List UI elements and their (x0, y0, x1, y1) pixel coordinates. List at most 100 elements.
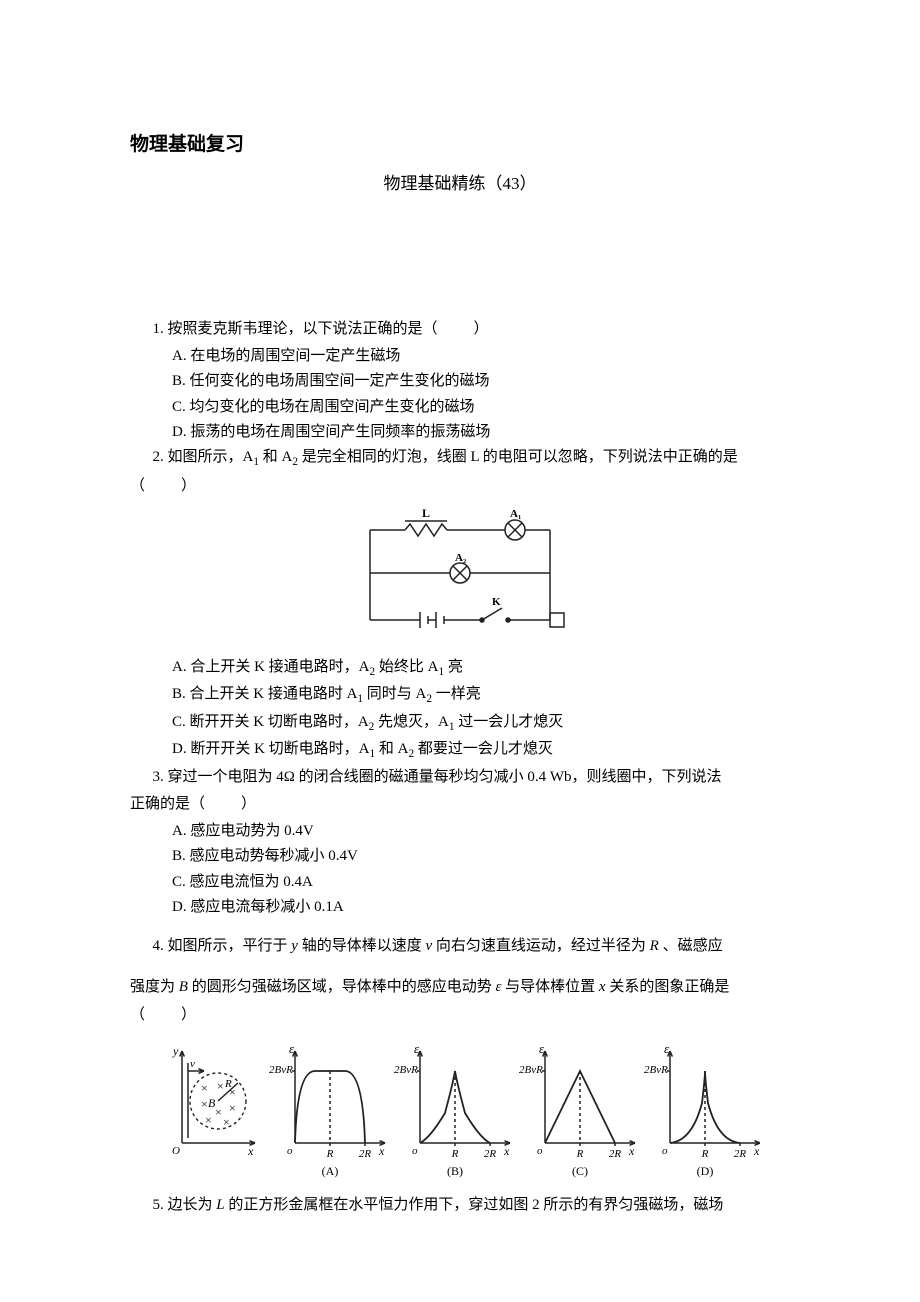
svg-text:y: y (172, 1044, 179, 1058)
svg-text:x: x (753, 1144, 760, 1158)
svg-text:ε: ε (664, 1041, 670, 1056)
document-page: 物理基础复习 物理基础精练（43） 1. 按照麦克斯韦理论，以下说法正确的是（ ）… (0, 0, 920, 1261)
q2-stem-l2-a: （ (130, 478, 145, 494)
svg-text:o: o (412, 1145, 418, 1157)
q4-l2b: 的圆形匀强磁场区域，导体棒中的感应电动势 (188, 979, 496, 995)
svg-text:ε: ε (414, 1041, 420, 1056)
svg-text:o: o (537, 1145, 543, 1157)
svg-text:K: K (492, 596, 501, 608)
q5-stem: 5. 边长为 L 的正方形金属框在水平恒力作用下，穿过如图 2 所示的有界匀强磁… (130, 1194, 790, 1217)
svg-text:×: × (229, 1085, 236, 1099)
q4-figure: yxOR××××××××BvεxoR2R2BvR(A)εxoR2R2BvR(B)… (130, 1033, 790, 1186)
svg-text:R: R (326, 1148, 334, 1160)
q1-stem-pre: 1. 按照麦克斯韦理论，以下说法正确的是（ (153, 321, 438, 337)
svg-text:×: × (215, 1105, 222, 1119)
q2d-pre: D. 断开开关 K 切断电路时，A (172, 741, 370, 757)
q4-var-x: x (599, 979, 606, 995)
q2a-mid: 始终比 A (375, 659, 438, 675)
q1-option-c: C. 均匀变化的电场在周围空间产生变化的磁场 (172, 396, 790, 419)
q2a-post: 亮 (444, 659, 463, 675)
q2-option-a: A. 合上开关 K 接通电路时，A2 始终比 A1 亮 (172, 656, 790, 681)
q5-b: 的正方形金属框在水平恒力作用下，穿过如图 2 所示的有界匀强磁场，磁场 (225, 1197, 724, 1213)
q4-l2d: 关系的图象正确是 (606, 979, 730, 995)
q2c-pre: C. 断开开关 K 切断电路时，A (172, 714, 369, 730)
q1-option-d: D. 振荡的电场在周围空间产生同频率的振荡磁场 (172, 421, 790, 444)
q2-stem-line1: 2. 如图所示，A1 和 A2 是完全相同的灯泡，线圈 L 的电阻可以忽略，下列… (130, 446, 790, 471)
q1-option-b: B. 任何变化的电场周围空间一定产生变化的磁场 (172, 370, 790, 393)
q3-stem-line2: 正确的是（ ） (130, 793, 790, 816)
page-subtitle: 物理基础精练（43） (130, 171, 790, 197)
svg-text:x: x (503, 1144, 510, 1158)
q2-option-c: C. 断开开关 K 切断电路时，A2 先熄灭，A1 过一会儿才熄灭 (172, 711, 790, 736)
q4-l1d: 、磁感应 (659, 938, 723, 954)
q4-l1a: 4. 如图所示，平行于 (153, 938, 292, 954)
q2-stem-l1-c: 是完全相同的灯泡，线圈 L 的电阻可以忽略，下列说法中正确的是 (298, 449, 738, 465)
q2-blank (145, 478, 181, 494)
page-header-title: 物理基础复习 (130, 130, 790, 159)
svg-text:v: v (190, 1058, 195, 1070)
svg-text:(C): (C) (572, 1164, 588, 1178)
svg-text:2BvR: 2BvR (269, 1064, 293, 1076)
q5-a: 5. 边长为 (153, 1197, 217, 1213)
svg-text:A₂: A₂ (455, 552, 467, 564)
svg-text:×: × (223, 1115, 230, 1129)
svg-text:2BvR: 2BvR (394, 1064, 418, 1076)
svg-text:o: o (287, 1145, 293, 1157)
svg-text:(D): (D) (697, 1164, 714, 1178)
q2c-post: 过一会儿才熄灭 (455, 714, 564, 730)
svg-text:(A): (A) (322, 1164, 339, 1178)
q1-option-a: A. 在电场的周围空间一定产生磁场 (172, 345, 790, 368)
q4-var-r1: R (650, 938, 659, 954)
q3-stem-l2-b: ） (241, 796, 256, 812)
q4-l2a: 强度为 (130, 979, 179, 995)
q1-stem-post: ） (474, 321, 489, 337)
svg-text:ε: ε (539, 1041, 545, 1056)
svg-text:2R: 2R (484, 1148, 497, 1160)
q3-stem-line1: 3. 穿过一个电阻为 4Ω 的闭合线圈的磁通量每秒均匀减小 0.4 Wb，则线圈… (130, 766, 790, 789)
q2-stem-line2: （） (130, 475, 790, 498)
svg-text:x: x (247, 1144, 254, 1158)
q3-option-d: D. 感应电流每秒减小 0.1A (172, 896, 790, 919)
svg-text:B: B (208, 1096, 216, 1110)
svg-text:2R: 2R (359, 1148, 372, 1160)
q4-stem-line2: 强度为 B 的圆形匀强磁场区域，导体棒中的感应电动势 ε 与导体棒位置 x 关系… (130, 976, 790, 999)
q2c-mid: 先熄灭，A (374, 714, 449, 730)
q3-option-c: C. 感应电流恒为 0.4A (172, 871, 790, 894)
svg-text:2BvR: 2BvR (519, 1064, 543, 1076)
q2-stem-l1-b: 和 A (259, 449, 292, 465)
q4-stem-line1: 4. 如图所示，平行于 y 轴的导体棒以速度 v 向右匀速直线运动，经过半径为 … (130, 935, 790, 958)
svg-text:x: x (628, 1144, 635, 1158)
svg-text:A₁: A₁ (510, 508, 521, 520)
q3-stem-l2-a: 正确的是（ (130, 796, 205, 812)
q4-stem-line3: （） (130, 1004, 790, 1027)
svg-text:o: o (662, 1145, 668, 1157)
svg-text:R: R (701, 1148, 709, 1160)
svg-text:×: × (217, 1079, 224, 1093)
q4-l1c: 向右匀速直线运动，经过半径为 (432, 938, 650, 954)
svg-text:×: × (229, 1101, 236, 1115)
svg-text:L: L (422, 506, 430, 520)
q4-l1b: 轴的导体棒以速度 (298, 938, 426, 954)
q3-option-a: A. 感应电动势为 0.4V (172, 820, 790, 843)
svg-text:×: × (201, 1097, 208, 1111)
q2a-pre: A. 合上开关 K 接通电路时，A (172, 659, 370, 675)
svg-text:x: x (378, 1144, 385, 1158)
svg-text:2R: 2R (734, 1148, 747, 1160)
svg-text:O: O (172, 1145, 180, 1157)
q4-l3-close: ） (181, 1007, 196, 1023)
q3-blank (205, 796, 241, 812)
q4-graphs-svg: yxOR××××××××BvεxoR2R2BvR(A)εxoR2R2BvR(B)… (160, 1033, 760, 1178)
q2-circuit-svg: L A₁ A₂ K (350, 505, 570, 640)
q2b-pre: B. 合上开关 K 接通电路时 A (172, 686, 357, 702)
svg-text:(B): (B) (447, 1164, 463, 1178)
q4-blank (145, 1007, 181, 1023)
svg-text:2R: 2R (609, 1148, 622, 1160)
q4-l3-open: （ (130, 1007, 145, 1023)
svg-text:ε: ε (289, 1041, 295, 1056)
q2d-mid: 和 A (375, 741, 408, 757)
q4-l2c: 与导体棒位置 (501, 979, 599, 995)
q1-blank (438, 321, 474, 337)
q2-stem-l1-a: 2. 如图所示，A (153, 449, 254, 465)
svg-text:×: × (201, 1081, 208, 1095)
q2b-mid: 同时与 A (363, 686, 426, 702)
